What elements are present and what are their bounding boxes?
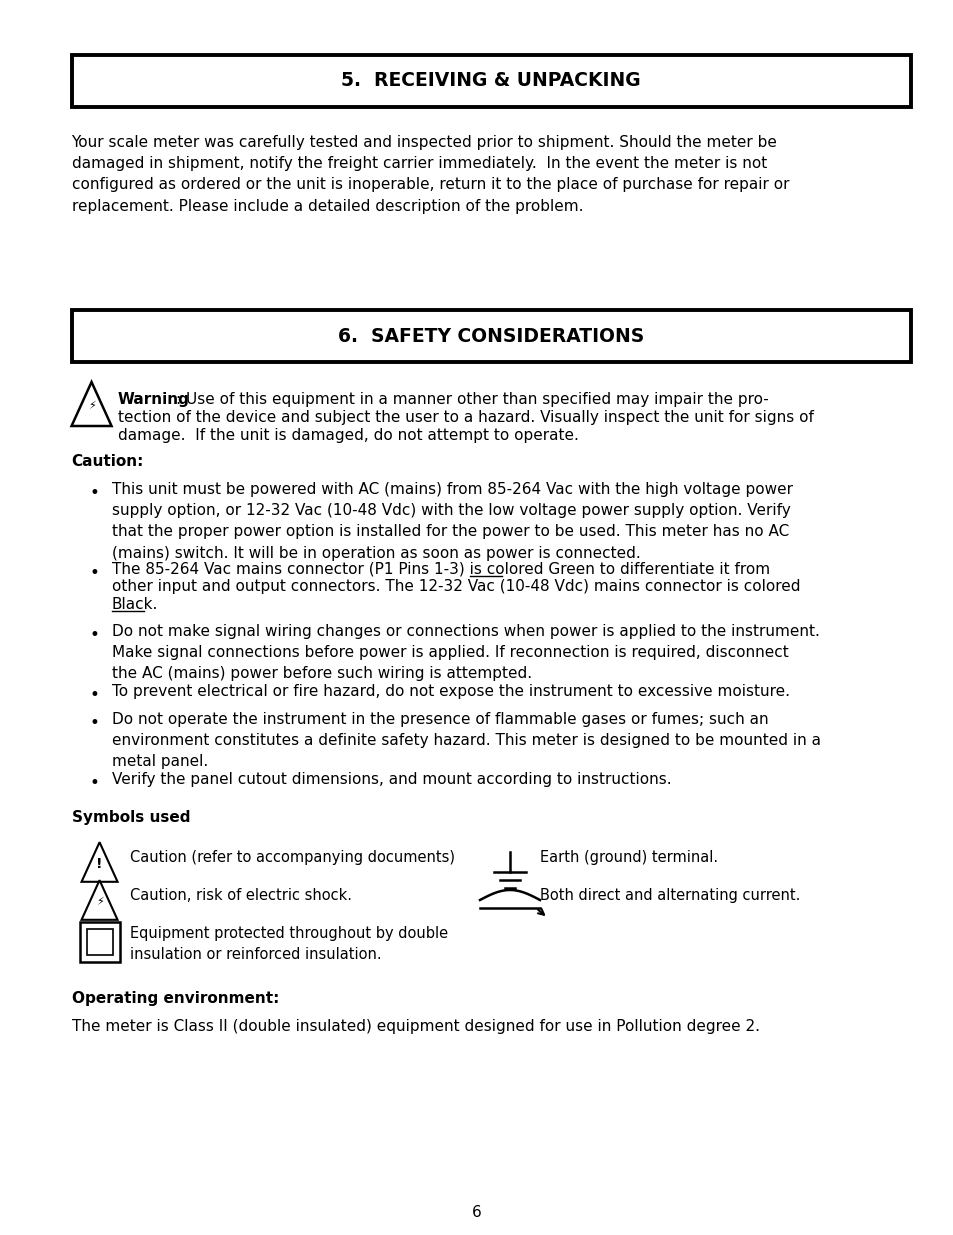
Text: •: •: [90, 774, 99, 792]
Text: damage.  If the unit is damaged, do not attempt to operate.: damage. If the unit is damaged, do not a…: [117, 429, 578, 443]
Text: The 85-264 Vac mains connector (P1 Pins 1-3) is colored Green to differentiate i: The 85-264 Vac mains connector (P1 Pins …: [112, 562, 769, 577]
FancyBboxPatch shape: [79, 923, 119, 962]
Text: This unit must be powered with AC (mains) from 85-264 Vac with the high voltage : This unit must be powered with AC (mains…: [112, 482, 792, 561]
Text: Caution, risk of electric shock.: Caution, risk of electric shock.: [130, 888, 352, 903]
Text: •: •: [90, 484, 99, 501]
Text: ⚡: ⚡: [88, 401, 95, 411]
Text: Your scale meter was carefully tested and inspected prior to shipment. Should th: Your scale meter was carefully tested an…: [71, 135, 788, 214]
Text: !: !: [96, 857, 103, 871]
Text: 5.  RECEIVING & UNPACKING: 5. RECEIVING & UNPACKING: [341, 72, 640, 90]
FancyBboxPatch shape: [71, 310, 910, 362]
Text: Do not operate the instrument in the presence of flammable gases or fumes; such : Do not operate the instrument in the pre…: [112, 713, 820, 769]
Text: •: •: [90, 685, 99, 704]
Text: 6: 6: [472, 1205, 481, 1220]
FancyBboxPatch shape: [87, 929, 112, 955]
Text: 6.  SAFETY CONSIDERATIONS: 6. SAFETY CONSIDERATIONS: [337, 326, 644, 346]
Text: other input and output connectors. The 12-32 Vac (10-48 Vdc) mains connector is : other input and output connectors. The 1…: [112, 579, 800, 594]
Text: •: •: [90, 714, 99, 732]
Text: The meter is Class II (double insulated) equipment designed for use in Pollution: The meter is Class II (double insulated)…: [71, 1019, 759, 1034]
Text: tection of the device and subject the user to a hazard. Visually inspect the uni: tection of the device and subject the us…: [117, 410, 813, 425]
Text: ⚡: ⚡: [95, 897, 103, 906]
Text: Equipment protected throughout by double
insulation or reinforced insulation.: Equipment protected throughout by double…: [130, 926, 447, 962]
Text: Do not make signal wiring changes or connections when power is applied to the in: Do not make signal wiring changes or con…: [112, 624, 819, 682]
Text: Caution:: Caution:: [71, 454, 144, 469]
Text: Operating environment:: Operating environment:: [71, 990, 278, 1007]
Text: To prevent electrical or fire hazard, do not expose the instrument to excessive : To prevent electrical or fire hazard, do…: [112, 684, 789, 699]
Text: •: •: [90, 626, 99, 643]
Text: Warning: Warning: [117, 391, 190, 408]
Text: Both direct and alternating current.: Both direct and alternating current.: [539, 888, 800, 903]
Text: Earth (ground) terminal.: Earth (ground) terminal.: [539, 850, 718, 864]
Text: Caution (refer to accompanying documents): Caution (refer to accompanying documents…: [130, 850, 454, 864]
Text: •: •: [90, 564, 99, 582]
FancyBboxPatch shape: [71, 56, 910, 107]
Text: : Use of this equipment in a manner other than specified may impair the pro-: : Use of this equipment in a manner othe…: [175, 391, 767, 408]
Text: Black.: Black.: [112, 597, 158, 613]
Text: Verify the panel cutout dimensions, and mount according to instructions.: Verify the panel cutout dimensions, and …: [112, 772, 671, 787]
Text: Symbols used: Symbols used: [71, 810, 190, 825]
